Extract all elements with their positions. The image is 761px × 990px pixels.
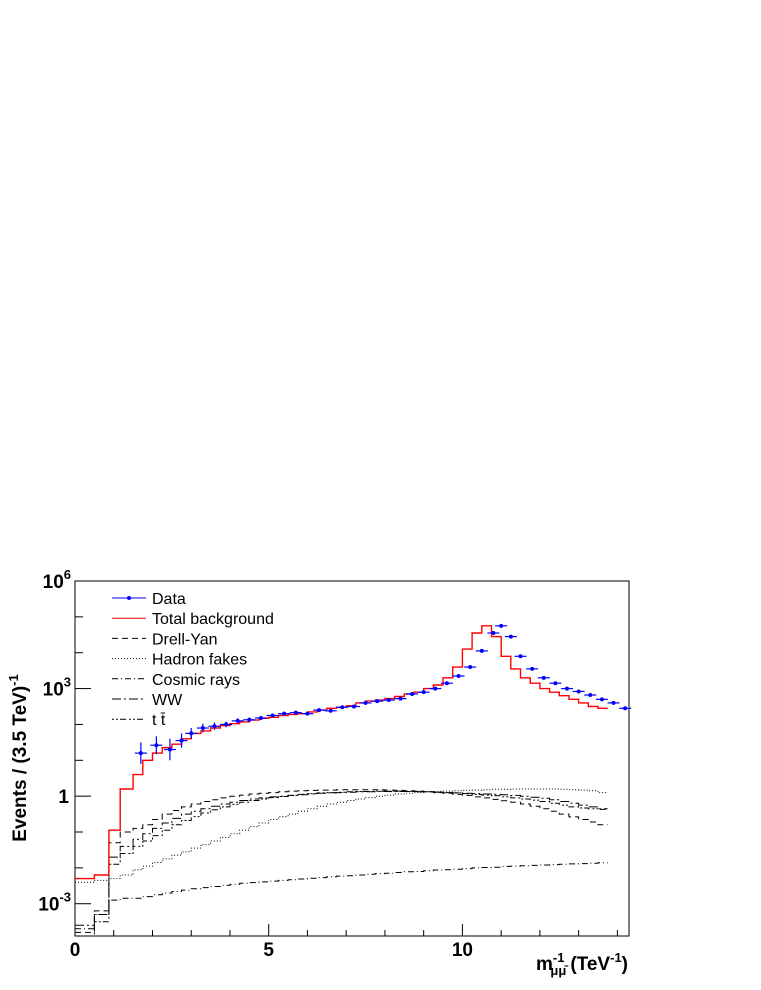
- data-point: [189, 731, 194, 736]
- data-point: [456, 674, 461, 679]
- series-3-line: [75, 862, 608, 930]
- plot-frame: [74, 580, 630, 937]
- y-tick-label: 103: [43, 675, 71, 701]
- y-tick-exponent: 6: [64, 567, 71, 582]
- legend: Data Total background Drell-Yan Hadron fake…: [112, 591, 274, 729]
- legend-label: WW: [152, 692, 183, 709]
- data-point: [386, 698, 391, 703]
- data-point: [200, 726, 205, 731]
- data-point: [421, 690, 426, 695]
- x-tick-label: 5: [263, 940, 274, 961]
- data-point: [167, 747, 172, 752]
- data-point: [305, 711, 310, 716]
- data-point: [599, 697, 604, 702]
- x-axis-title: m-1 μμ̄ (TeV-1): [536, 950, 628, 978]
- x-axis-title-m: m: [536, 954, 553, 975]
- data-point: [224, 722, 229, 727]
- x-tick-label: 0: [70, 940, 81, 961]
- data-point: [518, 654, 523, 659]
- data-point: [282, 711, 287, 716]
- data-point: [611, 700, 616, 705]
- data-point: [398, 696, 403, 701]
- data-point: [138, 751, 143, 756]
- y-tick-label: 106: [43, 567, 71, 593]
- series-1-line: [75, 789, 608, 933]
- data-point: [468, 665, 473, 670]
- y-axis-title-main: Events / (3.5 TeV): [10, 686, 31, 842]
- y-axis-title-exp: -1: [6, 674, 21, 686]
- data-point: [541, 675, 546, 680]
- y-tick-exponent: -3: [59, 890, 71, 905]
- data-point: [293, 710, 298, 715]
- y-tick-label: 10-3: [38, 890, 71, 916]
- data-point: [154, 743, 159, 748]
- data-point: [247, 717, 252, 722]
- data-point: [270, 713, 275, 718]
- x-tick-label: 10: [452, 940, 473, 961]
- legend-label: Data: [152, 591, 186, 608]
- x-axis-title-exp: -1: [553, 950, 565, 965]
- data-point: [553, 681, 558, 686]
- x-axis-title-unit: (TeV: [570, 954, 610, 975]
- data-point: [433, 686, 438, 691]
- y-tick-base: 1: [58, 787, 69, 808]
- data-point: [317, 708, 322, 713]
- legend-label: Hadron fakes: [152, 652, 247, 669]
- legend-label: Cosmic rays: [152, 672, 240, 689]
- legend-label: Total background: [152, 611, 274, 628]
- y-tick-label: 1: [58, 787, 69, 808]
- data-point: [623, 706, 628, 711]
- x-axis-title-unit-exp: -1: [610, 950, 622, 965]
- data-point: [479, 648, 484, 653]
- data-point: [212, 724, 217, 729]
- series-5-line: [75, 790, 608, 937]
- legend-label: t t̄: [152, 712, 166, 729]
- y-tick-exponent: 3: [64, 675, 71, 690]
- data-point: [444, 681, 449, 686]
- data-point: [565, 686, 570, 691]
- y-tick-base: 10: [43, 680, 64, 701]
- data-point: [363, 700, 368, 705]
- legend-marker: [127, 596, 131, 600]
- legend-label: Drell-Yan: [152, 631, 218, 648]
- data-point: [179, 738, 184, 743]
- y-tick-base: 10: [38, 895, 59, 916]
- x-axis-title-sub: μμ̄: [550, 963, 568, 978]
- data-point: [491, 630, 496, 635]
- data-point: [530, 666, 535, 671]
- x-axis-title-close: ): [622, 954, 628, 975]
- data-point: [375, 699, 380, 704]
- y-tick-base: 10: [43, 572, 64, 593]
- series-2-line: [75, 788, 608, 883]
- data-point: [340, 705, 345, 710]
- data-point: [499, 623, 504, 628]
- data-point: [351, 704, 356, 709]
- series-layer: [75, 623, 632, 937]
- data-point: [410, 691, 415, 696]
- y-axis-title: Events / (3.5 TeV)-1: [6, 674, 31, 842]
- data-point: [508, 634, 513, 639]
- data-point: [576, 689, 581, 694]
- series-4-line: [75, 791, 608, 926]
- data-point: [328, 708, 333, 713]
- data-point: [235, 718, 240, 723]
- data-point: [258, 715, 263, 720]
- data-point: [588, 693, 593, 698]
